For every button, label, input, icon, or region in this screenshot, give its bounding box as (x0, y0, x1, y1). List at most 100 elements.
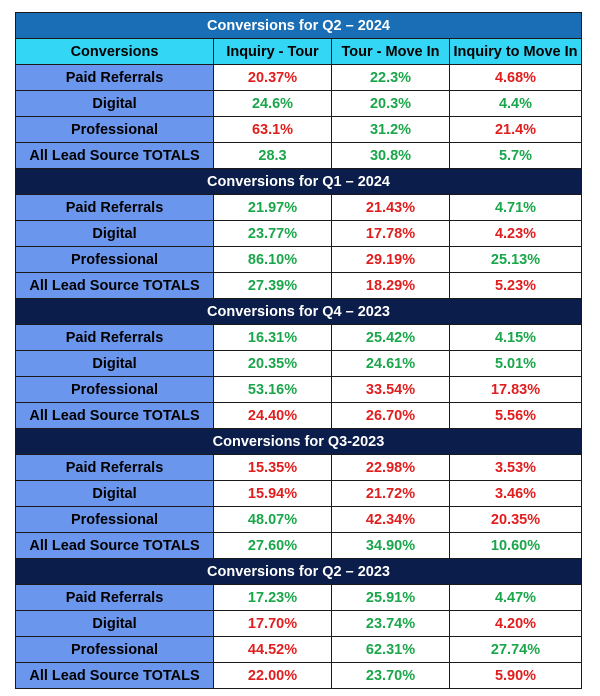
value-cell: 4.20% (449, 610, 582, 637)
value-cell: 22.00% (213, 662, 332, 689)
value-cell: 31.2% (331, 116, 450, 143)
value-cell: 42.34% (331, 506, 450, 533)
value-cell: 53.16% (213, 376, 332, 403)
value-cell: 5.23% (449, 272, 582, 299)
row-label: All Lead Source TOTALS (15, 142, 214, 169)
value-cell: 34.90% (331, 532, 450, 559)
table-row: Paid Referrals 15.35% 22.98% 3.53% (15, 454, 582, 481)
value-cell: 18.29% (331, 272, 450, 299)
value-cell: 23.70% (331, 662, 450, 689)
row-label: Digital (15, 480, 214, 507)
value-cell: 29.19% (331, 246, 450, 273)
value-cell: 63.1% (213, 116, 332, 143)
row-label: Professional (15, 116, 214, 143)
section-title: Conversions for Q2 – 2024 (15, 12, 582, 39)
value-cell: 22.3% (331, 64, 450, 91)
value-cell: 20.35% (213, 350, 332, 377)
row-label: Paid Referrals (15, 584, 214, 611)
column-header: Inquiry to Move In (449, 38, 582, 65)
column-header: Inquiry - Tour (213, 38, 332, 65)
value-cell: 4.71% (449, 194, 582, 221)
value-cell: 16.31% (213, 324, 332, 351)
table-row: All Lead Source TOTALS 28.3 30.8% 5.7% (15, 142, 582, 169)
section-title-row: Conversions for Q3-2023 (15, 428, 582, 455)
table-row: Digital 15.94% 21.72% 3.46% (15, 480, 582, 507)
value-cell: 4.47% (449, 584, 582, 611)
value-cell: 62.31% (331, 636, 450, 663)
value-cell: 26.70% (331, 402, 450, 429)
value-cell: 30.8% (331, 142, 450, 169)
table-row: Professional 44.52% 62.31% 27.74% (15, 636, 582, 663)
row-label: Paid Referrals (15, 324, 214, 351)
value-cell: 20.3% (331, 90, 450, 117)
table-row: Professional 86.10% 29.19% 25.13% (15, 246, 582, 273)
conversions-table: Conversions for Q2 – 2024 Conversions Inqu… (15, 12, 582, 689)
value-cell: 23.77% (213, 220, 332, 247)
value-cell: 4.4% (449, 90, 582, 117)
value-cell: 17.70% (213, 610, 332, 637)
row-label: All Lead Source TOTALS (15, 402, 214, 429)
value-cell: 44.52% (213, 636, 332, 663)
table-row: Paid Referrals 17.23% 25.91% 4.47% (15, 584, 582, 611)
column-header-row: Conversions Inquiry - Tour Tour - Move In I… (15, 38, 582, 65)
value-cell: 27.60% (213, 532, 332, 559)
value-cell: 3.46% (449, 480, 582, 507)
row-label: Digital (15, 220, 214, 247)
value-cell: 24.61% (331, 350, 450, 377)
column-header: Tour - Move In (331, 38, 450, 65)
value-cell: 86.10% (213, 246, 332, 273)
table-row: Digital 24.6% 20.3% 4.4% (15, 90, 582, 117)
value-cell: 4.23% (449, 220, 582, 247)
table-row: All Lead Source TOTALS 22.00% 23.70% 5.90% (15, 662, 582, 689)
table-row: Paid Referrals 20.37% 22.3% 4.68% (15, 64, 582, 91)
value-cell: 10.60% (449, 532, 582, 559)
section-title-row: Conversions for Q2 – 2024 (15, 12, 582, 39)
section-title-row: Conversions for Q4 – 2023 (15, 298, 582, 325)
value-cell: 3.53% (449, 454, 582, 481)
row-label: Digital (15, 90, 214, 117)
table-row: Paid Referrals 21.97% 21.43% 4.71% (15, 194, 582, 221)
table-row: All Lead Source TOTALS 24.40% 26.70% 5.56% (15, 402, 582, 429)
value-cell: 5.7% (449, 142, 582, 169)
table-row: All Lead Source TOTALS 27.60% 34.90% 10.60% (15, 532, 582, 559)
value-cell: 28.3 (213, 142, 332, 169)
value-cell: 48.07% (213, 506, 332, 533)
table-row: Professional 48.07% 42.34% 20.35% (15, 506, 582, 533)
value-cell: 17.83% (449, 376, 582, 403)
value-cell: 23.74% (331, 610, 450, 637)
value-cell: 22.98% (331, 454, 450, 481)
value-cell: 33.54% (331, 376, 450, 403)
value-cell: 5.56% (449, 402, 582, 429)
row-label: Professional (15, 506, 214, 533)
value-cell: 20.35% (449, 506, 582, 533)
value-cell: 24.6% (213, 90, 332, 117)
value-cell: 20.37% (213, 64, 332, 91)
section-title: Conversions for Q4 – 2023 (15, 298, 582, 325)
value-cell: 4.15% (449, 324, 582, 351)
value-cell: 24.40% (213, 402, 332, 429)
column-header: Conversions (15, 38, 214, 65)
table-row: Professional 63.1% 31.2% 21.4% (15, 116, 582, 143)
row-label: All Lead Source TOTALS (15, 662, 214, 689)
value-cell: 17.23% (213, 584, 332, 611)
row-label: Professional (15, 376, 214, 403)
value-cell: 25.91% (331, 584, 450, 611)
value-cell: 25.42% (331, 324, 450, 351)
row-label: Paid Referrals (15, 64, 214, 91)
value-cell: 25.13% (449, 246, 582, 273)
section-title: Conversions for Q3-2023 (15, 428, 582, 455)
row-label: All Lead Source TOTALS (15, 532, 214, 559)
row-label: Digital (15, 350, 214, 377)
table-row: Digital 20.35% 24.61% 5.01% (15, 350, 582, 377)
value-cell: 15.94% (213, 480, 332, 507)
value-cell: 27.74% (449, 636, 582, 663)
section-title-row: Conversions for Q1 – 2024 (15, 168, 582, 195)
table-row: Digital 23.77% 17.78% 4.23% (15, 220, 582, 247)
row-label: Digital (15, 610, 214, 637)
row-label: All Lead Source TOTALS (15, 272, 214, 299)
value-cell: 5.90% (449, 662, 582, 689)
value-cell: 5.01% (449, 350, 582, 377)
table-row: All Lead Source TOTALS 27.39% 18.29% 5.23% (15, 272, 582, 299)
section-title-row: Conversions for Q2 – 2023 (15, 558, 582, 585)
value-cell: 21.4% (449, 116, 582, 143)
